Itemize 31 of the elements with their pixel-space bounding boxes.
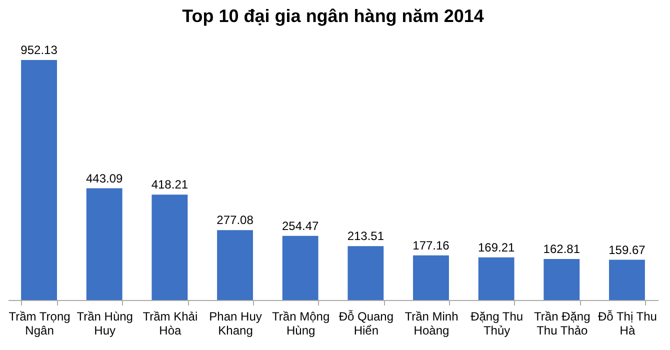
data-label: 254.47 [282,218,320,233]
data-label: 277.08 [216,213,254,228]
bar [544,258,580,300]
bar [86,188,122,300]
data-label: 162.81 [543,242,580,256]
data-label: 169.21 [478,240,515,254]
data-label: 213.51 [347,229,384,244]
bar [478,257,514,300]
x-tick-label: Trầm Khải Hòa [142,310,198,338]
x-tick-label: Phan Huy Khang [209,310,262,338]
x-tick-label: Trần Mộng Hùng [272,310,330,338]
x-tick-label: Trần Đặng Thu Thảo [534,310,590,338]
data-label: 952.13 [20,43,58,57]
bar [217,230,253,300]
data-label: 443.09 [86,171,124,186]
chart-title: Top 10 đại gia ngân hàng năm 2014 [182,6,484,26]
x-tick-label: Đặng Thu Thủy [470,310,524,338]
x-tick-label: Trầm Trọng Ngân [8,310,70,338]
data-label: 177.16 [412,238,450,252]
x-tick-label: Đỗ Quang Hiển [338,310,394,338]
bar [152,194,188,300]
x-tick-label: Trần Hùng Huy [76,310,133,338]
data-label: 418.21 [151,178,188,192]
bar [609,260,645,300]
x-tick-label: Trần Minh Hoàng [404,310,458,338]
bar [21,60,57,300]
data-label: 159.67 [608,242,646,257]
bar [348,246,384,300]
bar [282,236,318,300]
x-tick-label: Đỗ Thị Thu Hà [598,310,657,338]
bar [413,255,449,300]
